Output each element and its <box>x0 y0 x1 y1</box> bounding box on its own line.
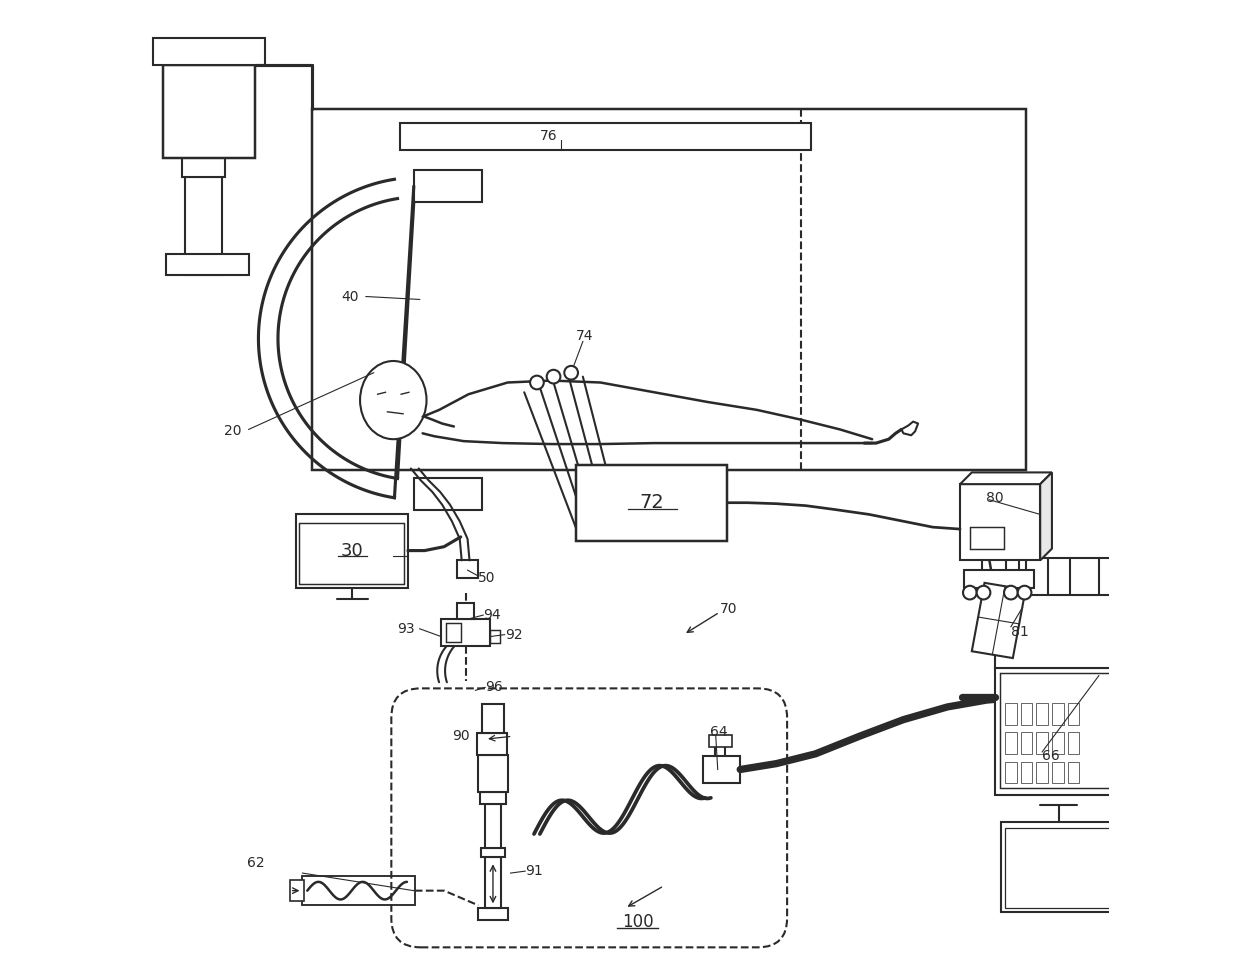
Text: 74: 74 <box>577 328 594 343</box>
Bar <box>290 880 304 902</box>
Bar <box>485 804 501 848</box>
Polygon shape <box>960 472 1052 484</box>
Bar <box>1052 761 1064 783</box>
Bar <box>709 735 733 747</box>
Bar <box>479 908 507 920</box>
Bar <box>456 604 475 619</box>
Bar <box>480 792 506 804</box>
Circle shape <box>963 586 977 600</box>
Bar <box>960 484 1040 561</box>
Bar <box>1037 761 1048 783</box>
Text: 70: 70 <box>719 603 737 616</box>
Circle shape <box>564 366 578 379</box>
Text: 92: 92 <box>505 627 522 642</box>
Bar <box>414 478 482 510</box>
Text: 66: 66 <box>1042 749 1060 762</box>
Bar <box>1021 761 1033 783</box>
Bar <box>1021 703 1033 724</box>
Bar <box>1037 703 1048 724</box>
Bar <box>970 527 1004 549</box>
Bar <box>166 254 249 275</box>
Bar <box>485 858 501 908</box>
Bar <box>1068 761 1079 783</box>
Bar <box>1001 672 1120 788</box>
Bar <box>1052 732 1064 754</box>
Bar <box>477 733 507 755</box>
Text: 80: 80 <box>987 491 1004 505</box>
Bar <box>441 619 490 647</box>
Bar <box>1021 732 1033 754</box>
Bar <box>577 465 728 541</box>
Ellipse shape <box>360 361 427 439</box>
Bar <box>456 561 479 578</box>
Text: 93: 93 <box>397 621 415 636</box>
Circle shape <box>547 369 560 383</box>
Circle shape <box>977 586 991 600</box>
Bar <box>295 514 408 588</box>
Bar <box>703 756 740 783</box>
Text: 20: 20 <box>224 424 242 438</box>
Bar <box>182 153 226 177</box>
Text: 40: 40 <box>341 289 360 304</box>
Text: 50: 50 <box>479 571 496 585</box>
Bar <box>490 630 500 644</box>
Text: 96: 96 <box>485 680 503 695</box>
Circle shape <box>1018 586 1032 600</box>
Bar <box>1006 761 1017 783</box>
Text: 72: 72 <box>640 493 665 513</box>
Polygon shape <box>1040 472 1052 561</box>
Bar <box>312 109 1025 470</box>
Text: 90: 90 <box>451 729 470 743</box>
Bar <box>401 122 811 150</box>
Bar <box>1037 732 1048 754</box>
Bar <box>481 848 505 858</box>
Bar <box>482 704 503 733</box>
Bar <box>963 570 1034 588</box>
Text: 64: 64 <box>711 725 728 739</box>
Bar <box>300 523 404 584</box>
Text: 91: 91 <box>526 864 543 878</box>
Bar <box>303 876 415 906</box>
Bar <box>1068 732 1079 754</box>
Bar <box>446 623 461 643</box>
Circle shape <box>1004 586 1018 600</box>
Bar <box>1006 703 1017 724</box>
Bar <box>1068 703 1079 724</box>
Bar <box>1006 828 1112 908</box>
Circle shape <box>529 375 544 389</box>
Polygon shape <box>972 583 1025 659</box>
Text: 30: 30 <box>341 542 363 560</box>
Bar <box>153 37 265 65</box>
Bar <box>479 755 507 792</box>
Bar <box>996 595 1126 667</box>
Bar <box>1001 822 1116 912</box>
Bar <box>1052 703 1064 724</box>
Bar <box>996 667 1126 795</box>
Bar <box>162 65 255 158</box>
Text: 62: 62 <box>247 857 264 870</box>
Text: 81: 81 <box>1011 624 1029 639</box>
Text: 94: 94 <box>484 608 501 622</box>
Bar <box>185 177 222 275</box>
Text: 100: 100 <box>621 913 653 931</box>
Text: 76: 76 <box>539 129 558 143</box>
Bar <box>414 171 482 202</box>
Bar <box>1006 732 1017 754</box>
